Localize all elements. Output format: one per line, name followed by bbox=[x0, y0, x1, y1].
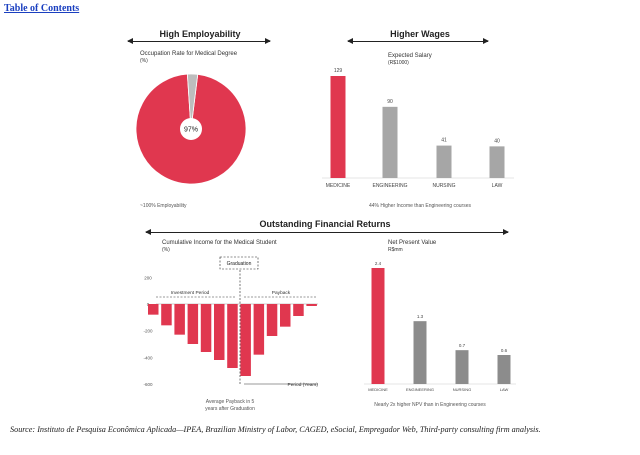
arrow-higher-wages bbox=[347, 38, 489, 44]
payback-label: Payback bbox=[272, 290, 291, 296]
salary-category-label: ENGINEERING bbox=[372, 183, 407, 189]
npv-bar-law bbox=[497, 355, 511, 384]
npv-bar-nursing bbox=[455, 350, 469, 384]
npv-chart-title: Net Present Value R$mm bbox=[388, 240, 437, 253]
npv-chart-note: Nearly 2x higher NPV than in Engineering… bbox=[374, 402, 486, 408]
cumulative-y-tick: -600 bbox=[143, 382, 153, 387]
npv-category-label: LAW bbox=[500, 387, 509, 392]
cumulative-bar bbox=[306, 304, 317, 306]
cumulative-bar bbox=[148, 304, 159, 315]
period-axis-label: Period (Years) bbox=[288, 382, 319, 388]
salary-bar-medicine bbox=[330, 76, 346, 178]
pie-center-label: 97% bbox=[184, 127, 198, 134]
cumulative-y-tick: 0 bbox=[147, 302, 150, 307]
section-title-higher-wages: Higher Wages bbox=[390, 29, 450, 39]
pie-slice-occupied bbox=[135, 73, 247, 185]
npv-value-label: 0.6 bbox=[501, 348, 508, 353]
salary-bar-engineering bbox=[382, 106, 398, 178]
cumulative-bar bbox=[187, 304, 199, 344]
cumulative-bar bbox=[227, 304, 238, 368]
cumulative-bar bbox=[280, 304, 291, 327]
salary-chart-note: 44% Higher Income than Engineering cours… bbox=[368, 203, 471, 209]
npv-value-label: 0.7 bbox=[459, 343, 466, 348]
cumulative-bar bbox=[293, 304, 304, 316]
graduation-label: Graduation bbox=[227, 261, 252, 267]
arrow-high-employability bbox=[127, 38, 271, 44]
investment-label: Investment Period bbox=[171, 290, 210, 296]
pie-chart-note: ~100% Employability bbox=[140, 203, 187, 209]
npv-value-label: 1.3 bbox=[417, 314, 424, 319]
cumulative-bar bbox=[266, 304, 278, 336]
cumulative-y-tick: 200 bbox=[144, 275, 152, 280]
cumulative-chart-title: Cumulative Income for the Medical Studen… bbox=[162, 240, 277, 253]
salary-chart-title: Expected Salary (R$1000) bbox=[388, 53, 432, 66]
cumulative-chart-note: Average Payback in 5 years after Graduat… bbox=[205, 399, 255, 412]
npv-category-label: NURSING bbox=[453, 387, 471, 392]
cumulative-bar bbox=[174, 304, 185, 335]
cumulative-bar bbox=[240, 304, 251, 376]
pie-slice-other bbox=[186, 73, 199, 130]
salary-value-label: 129 bbox=[334, 68, 343, 74]
table-of-contents-link[interactable]: Table of Contents bbox=[4, 3, 80, 14]
npv-bar-medicine bbox=[371, 268, 385, 384]
graduation-box bbox=[219, 256, 259, 270]
salary-value-label: 40 bbox=[494, 138, 500, 144]
section-title-financial-returns: Outstanding Financial Returns bbox=[259, 219, 391, 229]
source-note: Source: Instituto de Pesquisa Econômica … bbox=[10, 425, 541, 434]
salary-category-label: MEDICINE bbox=[326, 183, 351, 189]
pie-center-hole bbox=[180, 118, 202, 140]
cumulative-bar bbox=[214, 304, 225, 360]
cumulative-y-tick: -400 bbox=[143, 355, 153, 360]
salary-category-label: LAW bbox=[492, 183, 503, 189]
npv-bar-engineering bbox=[413, 321, 427, 384]
salary-category-label: NURSING bbox=[432, 183, 455, 189]
npv-value-label: 2.4 bbox=[375, 261, 382, 266]
cumulative-bar bbox=[253, 304, 265, 355]
salary-value-label: 90 bbox=[387, 99, 393, 105]
cumulative-y-tick: -200 bbox=[143, 329, 153, 334]
salary-value-label: 41 bbox=[441, 138, 447, 144]
npv-category-label: ENGINEERING bbox=[406, 387, 434, 392]
npv-category-label: MEDICINE bbox=[368, 387, 388, 392]
salary-bar-nursing bbox=[436, 145, 452, 178]
arrow-financial-returns bbox=[145, 229, 509, 235]
cumulative-bar bbox=[200, 304, 212, 352]
pie-chart-title: Occupation Rate for Medical Degree (%) bbox=[140, 51, 238, 64]
salary-bar-law bbox=[489, 146, 505, 178]
section-title-high-employability: High Employability bbox=[159, 29, 241, 39]
cumulative-bar bbox=[161, 304, 172, 326]
